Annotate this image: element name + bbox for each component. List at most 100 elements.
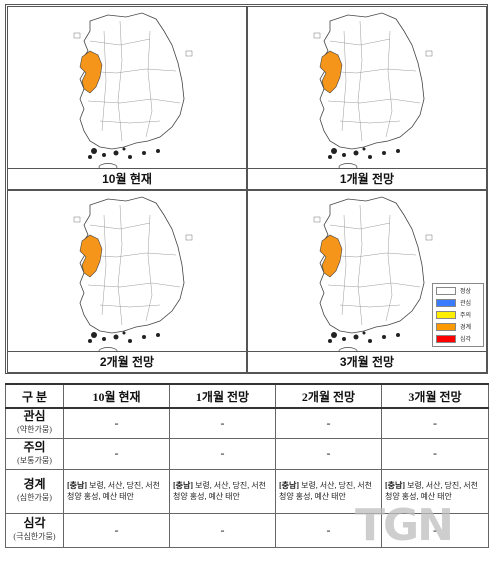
island (353, 334, 359, 340)
table-row: 주의 (보통가뭄) - - - - (5, 437, 489, 470)
island (91, 332, 97, 338)
table-cell: - (63, 437, 170, 470)
panel-caption: 2개월 전망 (8, 351, 246, 372)
legend-item-attention: 관심 (436, 297, 480, 308)
level-cell: 심각 (극심한가뭄) (5, 512, 64, 548)
legend-swatch (436, 310, 456, 319)
korea-map (313, 196, 433, 352)
district-boundary (385, 30, 393, 138)
header-cell: 3개월 전망 (381, 383, 489, 409)
island (328, 339, 332, 343)
island (396, 149, 400, 153)
district-boundary (339, 120, 401, 124)
region-list: 보령, 서산, 당진, 서천 청양 홍성, 예산 태안 (67, 481, 160, 501)
level-name: 관심 (23, 409, 46, 424)
region-list: 보령, 서산, 당진, 서천 청양 홍성, 예산 태안 (173, 481, 266, 501)
district-boundary (99, 304, 161, 308)
korea-map (73, 196, 193, 352)
legend-label: 심각 (460, 337, 472, 343)
region-list: 보령, 서산, 당진, 서천 청양 홍성, 예산 태안 (385, 481, 478, 501)
island (91, 148, 97, 154)
island (142, 151, 146, 155)
map-area (8, 7, 246, 169)
watermark-logo: TGN (355, 500, 454, 551)
header-cell: 2개월 전망 (275, 383, 382, 409)
district-boundary (145, 30, 153, 138)
district-boundary (117, 20, 123, 142)
district-boundary (357, 20, 363, 142)
legend-item-alert: 경계 (436, 321, 480, 332)
table-row: 경계 (심한가뭄) [충남] 보령, 서산, 당진, 서천 청양 홍성, 예산 … (5, 468, 489, 514)
panel-caption: 10월 현재 (8, 168, 246, 189)
table-cell: - (169, 407, 276, 439)
district-boundary (341, 214, 347, 316)
island (113, 150, 119, 156)
legend-swatch (436, 322, 456, 331)
inset-box (425, 234, 433, 241)
inset-box (185, 50, 193, 57)
island (362, 331, 366, 335)
highlighted-region (319, 50, 343, 94)
district-boundary (341, 30, 347, 132)
legend-swatch (436, 286, 456, 295)
table-cell: - (381, 512, 489, 548)
map-area (248, 191, 486, 352)
highlighted-region (79, 50, 103, 94)
legend-label: 경계 (460, 325, 472, 331)
table-cell: - (275, 512, 382, 548)
inset-box (313, 32, 321, 39)
district-boundary (87, 282, 181, 288)
island (156, 333, 160, 337)
island (382, 335, 386, 339)
island (331, 148, 337, 154)
drought-map-grid: 10월 현재 1개월 전망 2개월 전망 정상 관심 주의 경계 (5, 4, 488, 374)
legend-swatch (436, 334, 456, 343)
level-sub: (보통가뭄) (17, 455, 52, 465)
district-boundary (99, 120, 161, 124)
table-cell: - (169, 512, 276, 548)
island (156, 149, 160, 153)
island (88, 155, 92, 159)
jeju-island (338, 163, 358, 169)
map-panel-1month: 1개월 전망 (247, 6, 487, 190)
district-boundary (101, 30, 107, 132)
level-sub: (극심한가뭄) (13, 532, 56, 541)
inset-box (73, 216, 81, 223)
map-area (8, 191, 246, 352)
map-legend: 정상 관심 주의 경계 심각 (432, 283, 484, 347)
map-area (248, 7, 486, 169)
panel-caption: 3개월 전망 (248, 351, 486, 372)
table-cell: - (381, 437, 489, 470)
panel-caption: 1개월 전망 (248, 168, 486, 189)
map-panel-3month: 정상 관심 주의 경계 심각 3개월 전망 (247, 190, 487, 373)
district-boundary (89, 38, 151, 46)
table-cell: - (275, 437, 382, 470)
highlighted-region (79, 234, 103, 278)
district-boundary (329, 38, 391, 46)
level-name: 경계 (23, 477, 46, 491)
level-cell: 경계 (심한가뭄) (5, 468, 64, 514)
table-row: 심각 (극심한가뭄) - - - - (5, 512, 489, 548)
map-panel-current: 10월 현재 (7, 6, 247, 190)
district-boundary (145, 214, 153, 322)
inset-box (425, 50, 433, 57)
island (102, 337, 106, 341)
level-cell: 관심 (약한가뭄) (5, 407, 64, 439)
island (368, 155, 372, 159)
district-boundary (117, 204, 123, 326)
island (328, 155, 332, 159)
island (102, 153, 106, 157)
legend-swatch (436, 298, 456, 307)
level-name: 주의 (23, 439, 46, 454)
jeju-island (98, 163, 118, 169)
level-name: 심각 (23, 516, 46, 530)
province-label: [충남] (385, 481, 406, 490)
inset-box (185, 234, 193, 241)
level-cell: 주의 (보통가뭄) (5, 437, 64, 470)
island (368, 339, 372, 343)
island (128, 155, 132, 159)
table-row: 관심 (약한가뭄) - - - - (5, 407, 489, 439)
korea-map (73, 12, 193, 169)
island (88, 339, 92, 343)
table-cell-regions: [충남] 보령, 서산, 당진, 서천 청양 홍성, 예산 태안 (381, 468, 489, 514)
